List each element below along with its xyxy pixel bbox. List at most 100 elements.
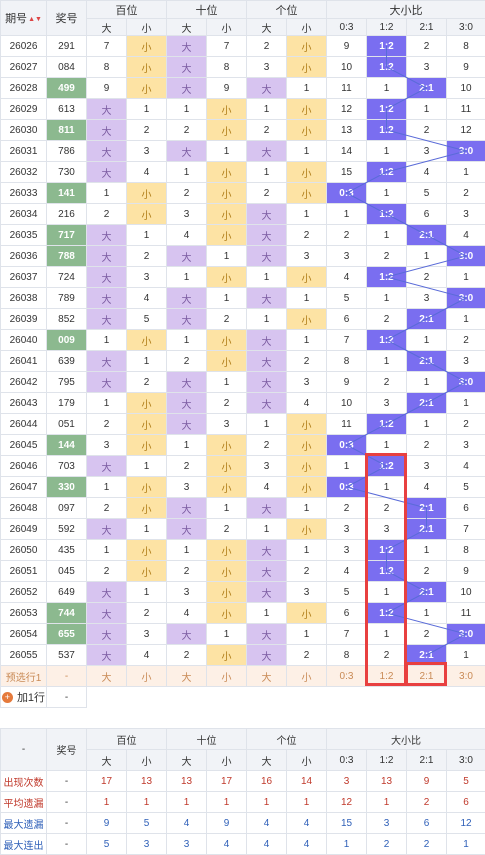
ratio-omission: 3 [326,539,367,561]
number-cell: 703 [46,455,87,477]
ratio-omission: 2 [326,224,367,246]
big-marker: 大 [166,77,207,99]
add-row-cell[interactable]: + 加1行 [0,686,47,708]
big-marker: 大 [86,644,127,666]
stats-value: 1 [326,833,367,855]
big-omission: 1 [246,518,287,540]
number-cell: 613 [46,98,87,120]
period-cell: 26040 [0,329,47,351]
ratio-marker: 3:0 [446,623,485,645]
ratio-omission: 1 [366,140,407,162]
stats-label: 平均遗漏 [0,791,47,813]
big-marker: 大 [166,245,207,267]
table-row: 26049 592 大 1 大 2 1 小 3 3 2:1 7 [0,518,485,540]
ratio-marker: 0:3 [326,182,367,204]
table-row: 26032 730 大 4 1 小 1 小 15 1:2 4 1 [0,161,485,183]
ratio-omission: 1 [366,434,407,456]
ratio-omission: 3 [406,140,447,162]
number-cell: 051 [46,413,87,435]
sort-up-down-icon[interactable]: ▲▼ [28,15,42,23]
table-row: 26033 141 1 小 2 小 2 小 0:3 1 5 2 [0,182,485,204]
prediction-label: 预选行1 [0,665,47,687]
small-omission: 1 [286,623,327,645]
period-cell: 26036 [0,245,47,267]
ratio-marker: 1:2 [366,560,407,582]
small-marker: 小 [206,266,247,288]
ratio-omission: 7 [326,329,367,351]
ratio-omission: 11 [326,413,367,435]
prediction-cell[interactable]: 小 [126,665,167,687]
table-row: 26028 499 9 小大 9 大 1 11 1 2:1 10 [0,77,485,99]
ratio-marker: 0:3 [326,434,367,456]
period-cell: 26033 [0,182,47,204]
prediction-ratio[interactable]: 0:3 [326,665,367,687]
big-omission: 1 [166,329,207,351]
period-cell: 26048 [0,497,47,519]
ratio-omission: 9 [446,56,485,78]
small-marker: 小 [206,560,247,582]
ratio-omission: 2 [406,119,447,141]
ratio-marker: 1:2 [366,98,407,120]
ratio-marker: 3:0 [446,371,485,393]
stats-label: 最大连出 [0,833,47,855]
ratio-omission: 1 [446,161,485,183]
big-omission: 2 [166,350,207,372]
ratio-omission: 1 [326,203,367,225]
big-omission: 2 [86,413,127,435]
big-marker: 大 [246,245,287,267]
prediction-cell[interactable]: 小 [286,665,327,687]
ratio-omission: 3 [406,455,447,477]
prediction-cell[interactable]: 小 [206,665,247,687]
small-marker: 小 [206,224,247,246]
prediction-row[interactable]: 预选行1 - 大 小 大 小 大 小 0:3 1:2 2:1 3:0 [0,665,485,687]
footer-number-header: 奖号 [46,728,87,771]
small-marker: 小 [206,203,247,225]
big-subheader: 大 [86,18,127,36]
prediction-cell[interactable]: 大 [246,665,287,687]
stats-value: 13 [126,770,167,792]
plus-circle-icon: + [1,691,13,703]
number-cell: 537 [46,644,87,666]
big-omission: 3 [166,203,207,225]
stats-value: 1 [246,791,287,813]
big-omission: 1 [166,434,207,456]
stats-number: - [46,770,87,792]
small-marker: 小 [286,518,327,540]
ratio-marker: 2:1 [406,308,447,330]
prediction-cell[interactable]: 大 [166,665,207,687]
prediction-cell[interactable]: 大 [86,665,127,687]
ratio-omission: 1 [406,245,447,267]
ratio-omission: 8 [326,350,367,372]
stats-number: - [46,833,87,855]
small-omission: 1 [206,245,247,267]
period-cell: 26045 [0,434,47,456]
period-cell: 26046 [0,455,47,477]
small-omission: 1 [206,371,247,393]
period-cell: 26044 [0,413,47,435]
big-omission: 4 [166,224,207,246]
prediction-ratio[interactable]: 3:0 [446,665,485,687]
small-omission: 4 [126,287,167,309]
small-marker: 小 [286,161,327,183]
period-cell: 26051 [0,560,47,582]
prediction-ratio[interactable]: 2:1 [406,665,447,687]
ratio-marker: 1:2 [366,56,407,78]
small-subheader: 小 [206,18,247,36]
add-row-button[interactable]: + 加1行 [1,689,45,705]
small-marker: 小 [206,581,247,603]
table-row: 26055 537 大 4 2 小大 2 8 2 2:1 1 [0,644,485,666]
table-row: 26047 330 1 小 3 小 4 小 0:3 1 4 5 [0,476,485,498]
big-omission: 1 [166,161,207,183]
prediction-ratio[interactable]: 1:2 [366,665,407,687]
ratio-omission: 11 [326,77,367,99]
number-cell: 045 [46,560,87,582]
ratio-omission: 2 [406,560,447,582]
ratio-omission: 10 [326,392,367,414]
stats-value: 4 [166,812,207,834]
stats-row: 最大连出 -5 3 3 4 4 4 1 2 2 1 [0,833,485,855]
ratio-omission: 1 [446,308,485,330]
period-header[interactable]: 期号▲▼ [0,0,47,36]
small-marker: 小 [286,413,327,435]
period-cell: 26031 [0,140,47,162]
small-omission: 4 [286,392,327,414]
